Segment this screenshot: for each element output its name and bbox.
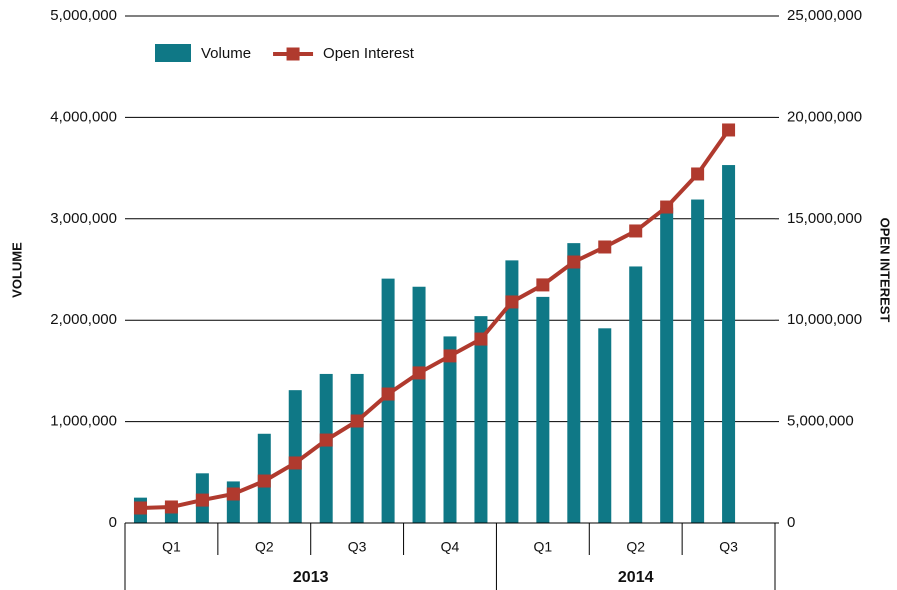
bar	[474, 316, 488, 523]
y-tick-label: 0	[109, 514, 117, 531]
quarter-label: Q1	[162, 539, 181, 555]
quarter-label: Q1	[534, 539, 553, 555]
y2-tick-label: 5,000,000	[787, 413, 854, 430]
bar	[691, 199, 705, 523]
line-marker	[567, 255, 581, 269]
line-marker	[691, 167, 705, 181]
bar	[567, 243, 581, 524]
line-marker	[164, 500, 178, 514]
bar	[536, 296, 550, 523]
y-tick-label: 4,000,000	[50, 108, 117, 125]
y2-tick-label: 25,000,000	[787, 7, 862, 24]
line-marker	[257, 474, 271, 488]
line-marker	[629, 224, 643, 238]
y-axis-label: VOLUME	[9, 242, 24, 298]
bar	[412, 286, 426, 523]
line-marker	[443, 349, 457, 363]
y2-tick-label: 0	[787, 514, 795, 531]
y2-axis-label: OPEN INTEREST	[878, 218, 893, 323]
line-marker	[195, 493, 209, 507]
line-marker	[412, 366, 426, 380]
line-marker	[722, 123, 736, 137]
line-marker	[226, 487, 240, 501]
line-marker	[381, 387, 395, 401]
bar	[381, 278, 395, 523]
year-label: 2013	[293, 569, 329, 586]
bar	[443, 336, 457, 523]
quarter-label: Q2	[255, 539, 274, 555]
legend-label: Open Interest	[323, 45, 415, 62]
bar	[660, 207, 674, 523]
line-marker	[598, 240, 612, 254]
bar	[598, 328, 612, 523]
line-marker	[660, 200, 674, 214]
bar	[319, 373, 333, 523]
year-label: 2014	[618, 569, 654, 586]
bar	[722, 165, 736, 524]
y-tick-label: 2,000,000	[50, 311, 117, 328]
line-marker	[474, 332, 488, 346]
line-marker	[536, 278, 550, 292]
line-marker	[288, 456, 302, 470]
quarter-label: Q4	[441, 539, 460, 555]
line-marker	[319, 433, 333, 447]
y2-tick-label: 10,000,000	[787, 311, 862, 328]
bar	[505, 260, 519, 523]
bar	[629, 266, 643, 523]
legend-swatch	[286, 47, 300, 61]
line-marker	[350, 414, 364, 428]
legend-swatch	[155, 44, 191, 62]
bar	[350, 373, 364, 523]
quarter-label: Q3	[719, 539, 738, 555]
y-tick-label: 5,000,000	[50, 7, 117, 24]
line-marker	[505, 295, 519, 309]
y2-tick-label: 20,000,000	[787, 108, 862, 125]
y-tick-label: 1,000,000	[50, 413, 117, 430]
line-marker	[133, 501, 147, 515]
y2-tick-label: 15,000,000	[787, 210, 862, 227]
legend-label: Volume	[201, 45, 251, 62]
y-tick-label: 3,000,000	[50, 210, 117, 227]
quarter-label: Q2	[626, 539, 645, 555]
quarter-label: Q3	[348, 539, 367, 555]
